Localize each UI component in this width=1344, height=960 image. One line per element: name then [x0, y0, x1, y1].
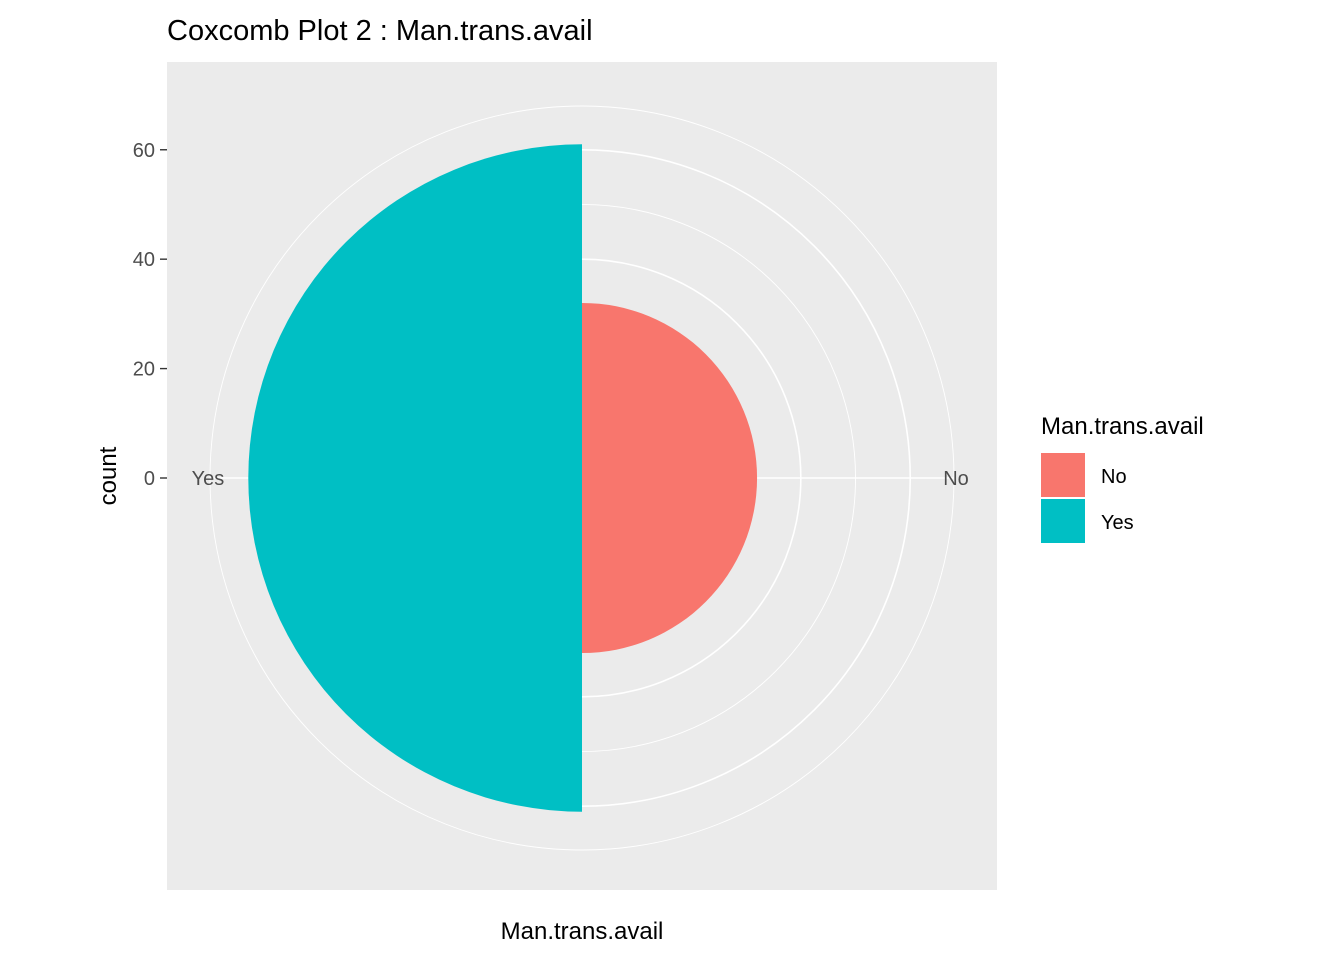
legend-title: Man.trans.avail — [1041, 413, 1204, 440]
category-label-yes: Yes — [192, 468, 225, 490]
legend-key-yes — [1041, 499, 1085, 543]
y-tick-label: 60 — [133, 140, 155, 162]
chart-title: Coxcomb Plot 2 : Man.trans.avail — [167, 15, 593, 47]
wedge-yes — [248, 144, 583, 812]
y-tick-label: 20 — [133, 359, 155, 381]
y-tick-label: 0 — [144, 468, 155, 490]
legend: Man.trans.avail No Yes — [1041, 413, 1204, 543]
y-axis-title: count — [95, 446, 122, 505]
y-axis: 0 20 40 60 — [133, 140, 167, 490]
y-tick-label: 40 — [133, 249, 155, 271]
legend-label-no: No — [1101, 466, 1127, 488]
x-axis-title: Man.trans.avail — [501, 918, 664, 945]
wedges — [248, 144, 758, 812]
legend-items: No Yes — [1041, 453, 1134, 543]
legend-label-yes: Yes — [1101, 512, 1134, 534]
category-label-no: No — [943, 468, 969, 490]
legend-key-no — [1041, 453, 1085, 497]
category-labels: No Yes — [192, 468, 969, 490]
wedge-no — [582, 302, 758, 654]
